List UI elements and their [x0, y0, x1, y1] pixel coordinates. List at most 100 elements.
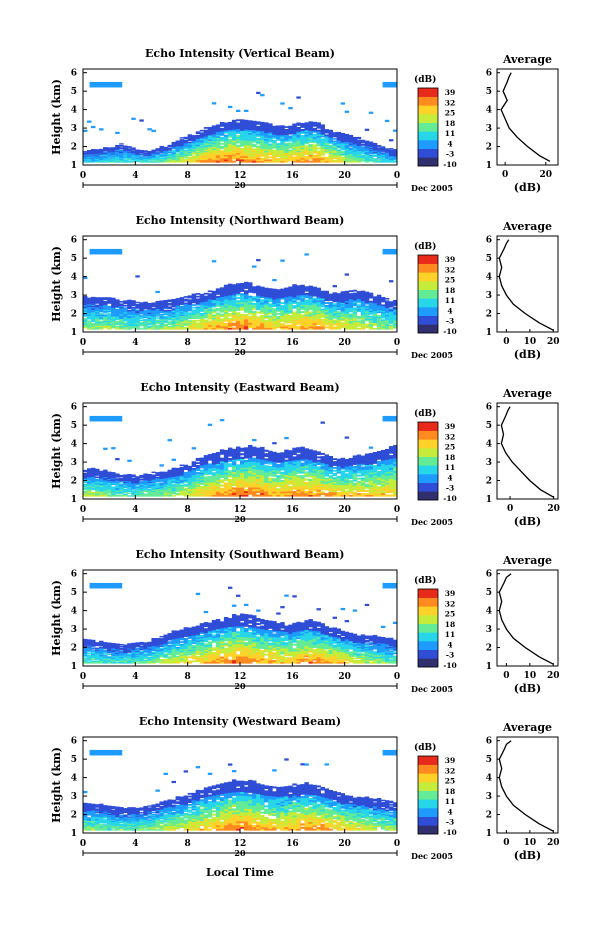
echo-cell [256, 122, 261, 125]
echo-cell [300, 284, 305, 287]
echo-cell [187, 301, 193, 304]
echo-cell [256, 285, 261, 288]
echo-cell [183, 313, 189, 316]
echo-cell [244, 325, 249, 328]
echo-cell [248, 466, 253, 470]
echo-cell [91, 485, 96, 487]
echo-cell [380, 310, 386, 313]
echo-cell [312, 136, 317, 139]
echo-cell [91, 156, 96, 158]
echo-cell [195, 149, 201, 151]
echo-cell [235, 307, 241, 310]
echo-cell [131, 151, 136, 153]
echo-cell [227, 126, 233, 129]
echo-cell [155, 311, 160, 314]
echo-cell [227, 319, 233, 322]
echo-cell [352, 316, 358, 318]
echo-cell [364, 293, 370, 295]
echo-cell [276, 143, 281, 145]
echo-cell [231, 324, 237, 327]
echo-cell [147, 159, 152, 161]
echo-cell [252, 325, 257, 328]
echo-cell [272, 317, 277, 320]
echo-cell [352, 155, 358, 157]
echo-cell [328, 326, 333, 329]
echo-cell [260, 466, 265, 469]
echo-cell [288, 152, 293, 155]
echo-cell [127, 150, 132, 152]
echo-cell [147, 488, 152, 491]
echo-cell [215, 492, 221, 495]
echo-cell [159, 300, 164, 302]
echo-cell [175, 478, 181, 480]
echo-cell [195, 319, 201, 322]
echo-cell [231, 487, 237, 490]
echo-cell [252, 130, 257, 132]
echo-cell [324, 290, 329, 293]
profile-frame [496, 68, 559, 166]
echo-cell [235, 155, 241, 158]
echo-cell [260, 322, 265, 325]
echo-cell [276, 302, 281, 305]
echo-cell [227, 149, 233, 152]
echo-cell [143, 305, 148, 308]
echo-cell [268, 327, 273, 330]
echo-cell [300, 319, 305, 322]
echo-cell [219, 323, 225, 325]
echo-cell [304, 139, 309, 142]
echo-cell [268, 312, 273, 315]
echo-cell [264, 301, 269, 304]
echo-cell [312, 305, 317, 308]
echo-cell [211, 296, 217, 299]
echo-cell [179, 150, 185, 153]
echo-cell [207, 488, 213, 491]
echo-cell [151, 308, 156, 311]
echo-cell [320, 138, 325, 141]
echo-cell [340, 303, 346, 306]
echo-cell [87, 158, 92, 160]
echo-cell [163, 490, 168, 492]
echo-cell [252, 296, 257, 299]
echo-cell [340, 159, 346, 162]
echo-cell [99, 300, 104, 303]
colorbar-tick-label: -10 [443, 160, 457, 169]
echo-cell [191, 470, 197, 473]
echo-cell [91, 150, 96, 152]
echo-cell [211, 290, 217, 293]
echo-cell [199, 154, 205, 157]
echo-cell [368, 141, 374, 143]
echo-cell [187, 139, 193, 142]
echo-cell [191, 156, 197, 159]
echo-cell [115, 153, 120, 156]
echo-cell [135, 328, 140, 330]
echo-cell [123, 308, 128, 310]
echo-cell [187, 317, 193, 320]
echo-cell [115, 326, 120, 329]
echo-cell [175, 310, 181, 312]
echo-cell [248, 455, 253, 459]
echo-cell [296, 131, 301, 134]
echo-cell [95, 319, 100, 322]
echo-cell [95, 158, 100, 160]
echo-cell [328, 318, 333, 321]
echo-cell [99, 470, 104, 473]
echo-cell [159, 324, 164, 327]
echo-cell [276, 145, 281, 148]
echo-cell [183, 487, 189, 490]
echo-cell [163, 325, 168, 328]
echo-cell [179, 489, 185, 491]
echo-cell [316, 134, 321, 137]
echo-cell [115, 316, 120, 318]
echo-cell [139, 306, 144, 309]
echo-cell [380, 156, 386, 158]
echo-cell [340, 299, 346, 302]
echo-cell [368, 326, 374, 329]
echo-cell [328, 325, 333, 327]
echo-cell [320, 153, 325, 156]
echo-cell [235, 135, 241, 138]
echo-cell [131, 316, 136, 319]
echo-cell [115, 147, 120, 150]
echo-cell [288, 296, 293, 299]
echo-cell [364, 146, 370, 149]
echo-cell [356, 160, 362, 162]
